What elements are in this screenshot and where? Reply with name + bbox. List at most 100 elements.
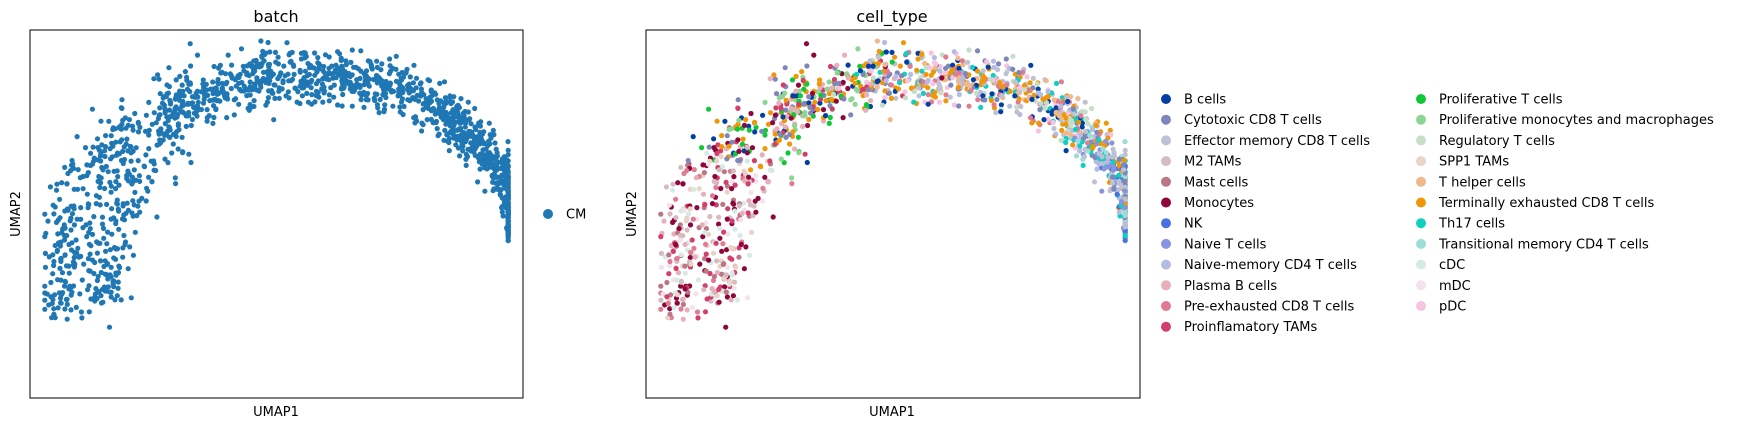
- legend-marker: [1161, 238, 1171, 249]
- scatter-point: [1085, 148, 1091, 154]
- scatter-point: [259, 54, 265, 60]
- scatter-point: [417, 81, 423, 87]
- scatter-point: [472, 105, 478, 112]
- scatter-point: [1116, 209, 1122, 215]
- scatter-point: [751, 203, 757, 209]
- scatter-point: [60, 225, 66, 232]
- scatter-point: [1010, 53, 1016, 59]
- scatter-point: [103, 163, 109, 170]
- scatter-point: [288, 78, 294, 84]
- scatter-point: [100, 225, 107, 231]
- scatter-point: [848, 112, 854, 118]
- scatter-point: [937, 68, 943, 74]
- scatter-point: [279, 86, 285, 92]
- scatter-point: [155, 72, 161, 78]
- scatter-point: [397, 109, 403, 115]
- scatter-point: [414, 92, 420, 98]
- legend-item: cDC: [1416, 258, 1465, 273]
- scatter-point: [166, 107, 173, 113]
- scatter-point: [744, 158, 750, 164]
- scatter-point: [377, 96, 383, 103]
- scatter-point: [908, 71, 914, 77]
- scatter-point: [198, 106, 204, 113]
- scatter-point: [730, 168, 737, 174]
- scatter-point: [663, 184, 670, 190]
- scatter-point: [667, 306, 673, 312]
- scatter-point: [888, 82, 895, 88]
- scatter-point: [817, 100, 823, 106]
- scatter-point: [710, 250, 717, 256]
- scatter-point: [769, 167, 775, 174]
- scatter-point: [405, 82, 411, 89]
- scatter-point: [202, 92, 208, 98]
- scatter-point: [714, 158, 720, 164]
- scatter-point: [294, 99, 300, 105]
- scatter-point: [772, 141, 778, 147]
- scatter-point: [128, 150, 134, 156]
- scatter-point: [75, 245, 81, 251]
- scatter-point: [1110, 159, 1116, 165]
- scatter-point: [166, 124, 172, 130]
- scatter-point: [383, 84, 389, 90]
- scatter-point: [956, 80, 962, 86]
- scatter-point: [661, 218, 667, 224]
- scatter-point: [403, 69, 409, 75]
- scatter-point: [1003, 71, 1009, 77]
- legend-item: Effector memory CD8 T cells: [1161, 134, 1370, 149]
- scatter-point: [361, 104, 367, 110]
- scatter-point: [739, 141, 746, 147]
- scatter-point: [680, 301, 687, 307]
- scatter-point: [789, 77, 796, 83]
- scatter-point: [734, 126, 741, 132]
- scatter-point: [925, 101, 931, 107]
- scatter-point: [762, 99, 768, 105]
- scatter-point: [105, 229, 111, 235]
- scatter-point: [727, 255, 733, 261]
- scatter-point: [57, 196, 63, 202]
- scatter-point: [153, 120, 159, 126]
- scatter-point: [185, 100, 191, 106]
- scatter-point: [101, 235, 107, 241]
- scatter-point: [265, 95, 271, 101]
- scatter-point: [818, 92, 824, 98]
- scatter-point: [64, 316, 70, 322]
- scatter-point: [483, 146, 489, 152]
- scatter-point: [363, 93, 369, 99]
- scatter-point: [505, 205, 511, 211]
- scatter-point: [1058, 79, 1064, 85]
- scatter-point: [118, 126, 124, 132]
- scatter-point: [313, 81, 319, 87]
- scatter-point: [723, 324, 729, 330]
- scatter-point: [487, 159, 493, 165]
- scatter-point: [1045, 116, 1051, 122]
- scatter-point: [98, 118, 104, 124]
- scatter-point: [83, 222, 89, 228]
- scatter-point: [51, 306, 57, 312]
- scatter-point: [306, 65, 313, 71]
- scatter-point: [932, 94, 939, 100]
- scatter-point: [1111, 165, 1117, 171]
- scatter-point: [974, 48, 981, 54]
- scatter-point: [724, 264, 731, 270]
- scatter-point: [951, 49, 957, 55]
- scatter-point: [219, 80, 225, 86]
- scatter-point: [950, 75, 956, 81]
- scatter-point: [186, 151, 192, 157]
- scatter-point: [108, 156, 114, 162]
- scatter-point: [118, 297, 124, 303]
- scatter-point: [706, 144, 712, 150]
- scatter-point: [1053, 131, 1059, 137]
- scatter-point: [980, 93, 986, 99]
- scatter-point: [820, 107, 827, 113]
- scatter-point: [373, 72, 380, 79]
- scatter-point: [1094, 129, 1100, 135]
- scatter-point: [759, 198, 766, 204]
- scatter-point: [399, 69, 405, 76]
- legend-label: cDC: [1439, 258, 1465, 273]
- scatter-point: [842, 52, 848, 58]
- scatter-point: [773, 105, 779, 111]
- scatter-point: [91, 270, 97, 277]
- scatter-point: [410, 80, 416, 86]
- scatter-point: [867, 58, 873, 64]
- scatter-point: [744, 144, 750, 150]
